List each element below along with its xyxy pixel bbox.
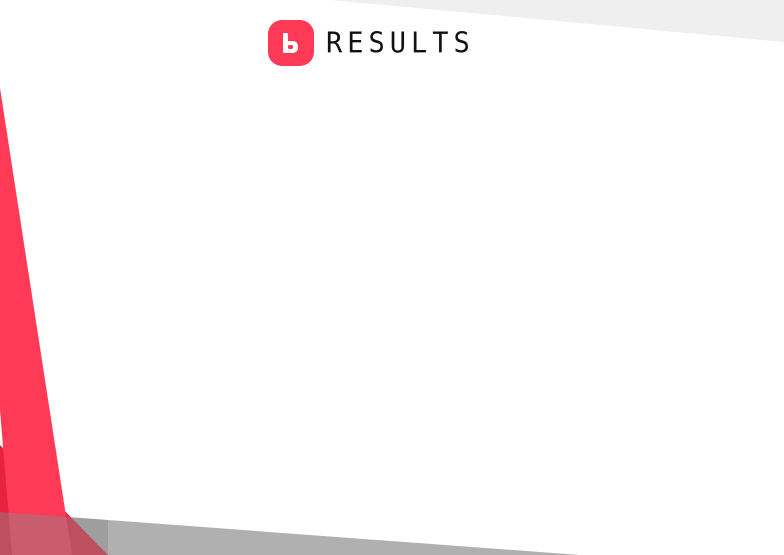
b-letter-icon — [283, 33, 298, 53]
bottom-overlay — [0, 512, 108, 555]
top-gray-band — [330, 0, 784, 42]
b-logo-icon — [268, 20, 314, 66]
page-title: RESULTS — [326, 26, 475, 60]
header: RESULTS — [268, 19, 475, 67]
left-red-stripe — [0, 88, 72, 555]
bottom-gray-band — [0, 512, 580, 555]
